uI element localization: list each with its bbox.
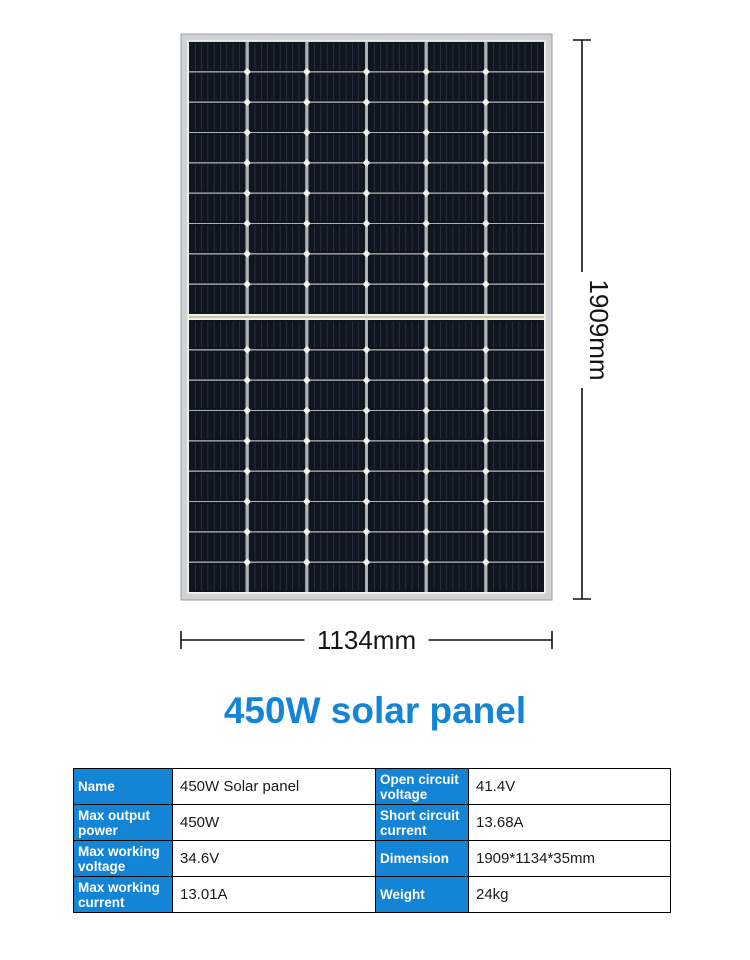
svg-text:450W solar panel: 450W solar panel	[224, 690, 526, 731]
svg-text:1909mm: 1909mm	[584, 279, 614, 380]
svg-text:1134mm: 1134mm	[317, 625, 416, 655]
